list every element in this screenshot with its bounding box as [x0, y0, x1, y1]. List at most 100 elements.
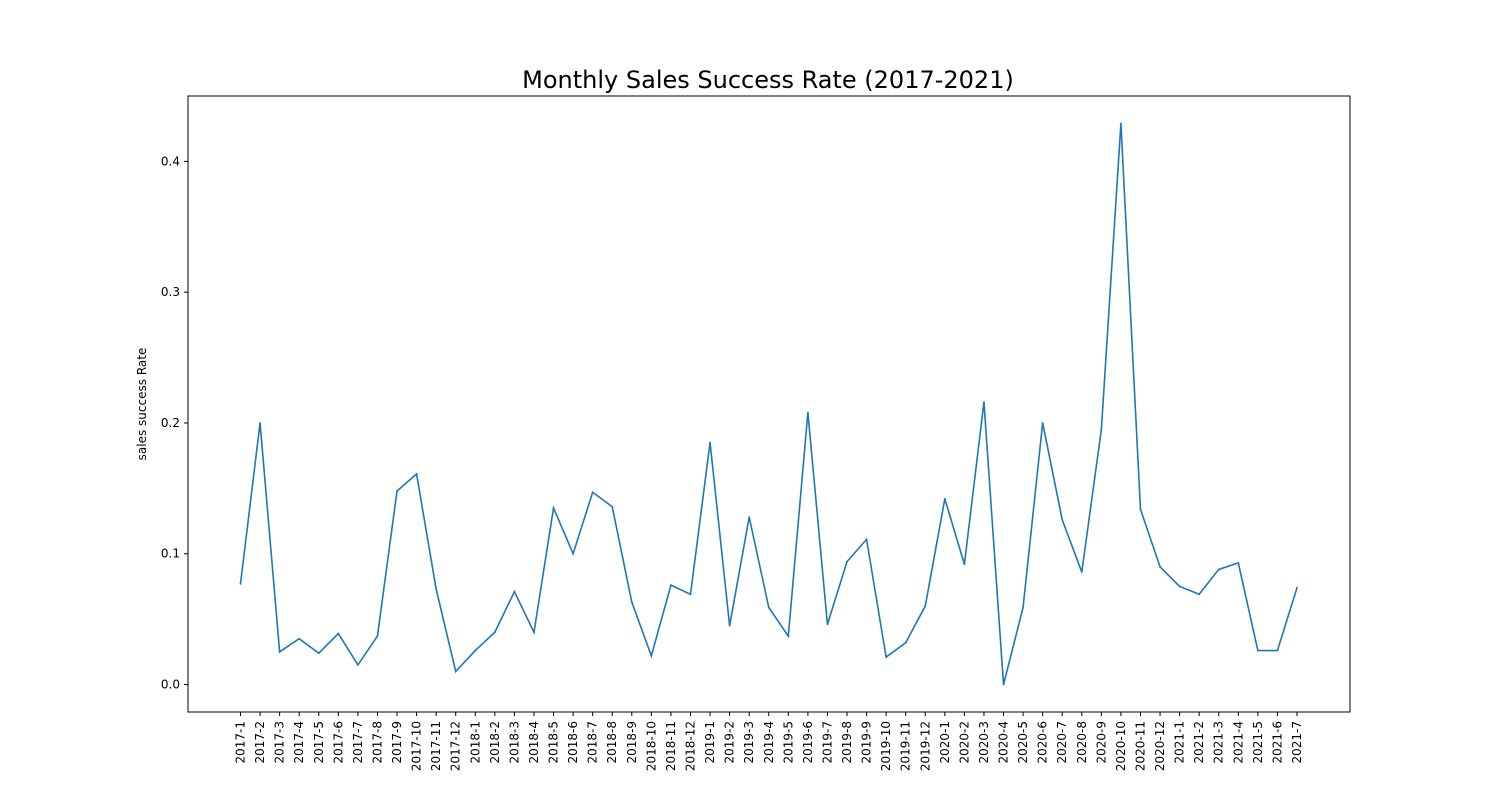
data-point [1198, 593, 1201, 596]
data-point [1002, 683, 1005, 686]
x-tick-label: 2020-9 [1094, 721, 1108, 764]
x-tick-label: 2018-3 [507, 721, 521, 764]
x-tick-label: 2019-8 [840, 721, 854, 764]
x-tick-label: 2020-4 [997, 721, 1011, 764]
data-point [415, 473, 418, 475]
data-point [1217, 568, 1220, 571]
data-point [376, 635, 379, 638]
x-tick-label: 2020-2 [957, 721, 971, 764]
x-tick-label: 2018-4 [527, 721, 541, 764]
data-point [1061, 518, 1064, 521]
data-point [533, 631, 535, 634]
data-point [846, 560, 848, 563]
x-tick-label: 2017-10 [410, 721, 424, 771]
x-tick-label: 2019-4 [762, 721, 776, 764]
data-point [1100, 428, 1103, 431]
data-point [630, 601, 633, 604]
data-point [885, 656, 888, 658]
x-tick-label: 2020-12 [1153, 721, 1167, 771]
y-tick-label: 0.3 [161, 285, 180, 299]
data-point [983, 401, 985, 403]
x-tick-label: 2019-5 [781, 721, 795, 764]
x-tick-label: 2019-10 [879, 721, 893, 771]
x-tick-label: 2017-6 [331, 721, 345, 764]
x-tick-label: 2019-3 [742, 721, 756, 764]
data-point [826, 623, 829, 626]
x-tick-label: 2020-5 [1016, 721, 1030, 764]
data-points [239, 122, 1298, 686]
data-point [904, 641, 907, 644]
data-point [572, 552, 575, 555]
data-point [1296, 586, 1298, 589]
data-point [689, 593, 692, 596]
x-tick-label: 2018-8 [605, 721, 619, 764]
x-tick-label: 2018-7 [586, 721, 600, 764]
data-point [298, 637, 301, 640]
chart-title: Monthly Sales Success Rate (2017-2021) [522, 66, 1014, 94]
data-point [963, 563, 966, 566]
x-tick-label: 2018-1 [468, 721, 482, 764]
data-point [1256, 649, 1259, 652]
x-tick-label: 2018-12 [683, 721, 697, 771]
data-point [924, 605, 927, 607]
data-point [650, 654, 653, 657]
x-tick-label: 2020-10 [1114, 721, 1128, 771]
x-tick-label: 2017-2 [253, 721, 267, 764]
x-tick-label: 2017-8 [370, 721, 384, 764]
x-tick-label: 2020-1 [938, 721, 952, 764]
y-tick-label: 0.2 [161, 416, 180, 430]
data-point [767, 606, 770, 609]
data-point [611, 505, 614, 508]
x-tick-label: 2017-9 [390, 721, 404, 764]
x-tick-label: 2021-1 [1173, 721, 1187, 764]
x-tick-label: 2021-6 [1270, 721, 1284, 764]
data-point [1120, 122, 1122, 125]
x-tick-label: 2017-1 [234, 721, 248, 764]
x-tick-label: 2019-7 [820, 721, 834, 764]
data-point [1159, 565, 1161, 568]
data-point [356, 664, 359, 666]
data-point [474, 649, 477, 652]
x-axis: 2017-1 2017-2 2017-3 2017-4 2017-5 2017-6 2017… [234, 712, 1304, 771]
data-point [670, 584, 672, 587]
data-point [1178, 585, 1181, 588]
x-tick-label: 2018-2 [488, 721, 502, 764]
x-tick-label: 2018-9 [625, 721, 639, 764]
x-tick-label: 2018-5 [547, 721, 561, 764]
data-point [1022, 606, 1024, 609]
data-point [787, 635, 790, 638]
series-line [239, 123, 1298, 685]
x-tick-label: 2018-10 [644, 721, 658, 771]
data-point [748, 516, 751, 519]
x-tick-label: 2019-1 [703, 721, 717, 764]
x-tick-label: 2018-11 [664, 721, 678, 771]
data-point [709, 441, 711, 444]
data-point [396, 490, 398, 492]
x-tick-label: 2021-3 [1212, 721, 1226, 764]
x-tick-label: 2020-7 [1055, 721, 1069, 764]
x-tick-label: 2017-11 [429, 721, 443, 771]
data-point [943, 497, 946, 500]
data-point [493, 631, 496, 634]
y-tick-label: 0.0 [161, 678, 180, 692]
data-point [454, 670, 457, 673]
x-tick-label: 2019-11 [899, 721, 913, 771]
data-point [278, 650, 281, 653]
x-tick-label: 2019-2 [723, 721, 737, 764]
x-tick-label: 2021-4 [1231, 721, 1245, 764]
data-point [806, 411, 809, 414]
y-axis-label: sales success Rate [135, 348, 149, 461]
x-tick-label: 2017-7 [351, 721, 365, 764]
data-point [728, 624, 731, 627]
data-point [552, 507, 555, 509]
data-point [1237, 562, 1240, 564]
data-point [337, 632, 340, 635]
y-tick-label: 0.4 [161, 154, 180, 168]
x-tick-label: 2017-12 [449, 721, 463, 771]
x-tick-label: 2021-2 [1192, 721, 1206, 764]
data-point [1041, 422, 1044, 424]
y-tick-label: 0.1 [161, 547, 180, 561]
x-tick-label: 2017-5 [312, 721, 326, 764]
x-tick-label: 2021-7 [1290, 721, 1304, 764]
